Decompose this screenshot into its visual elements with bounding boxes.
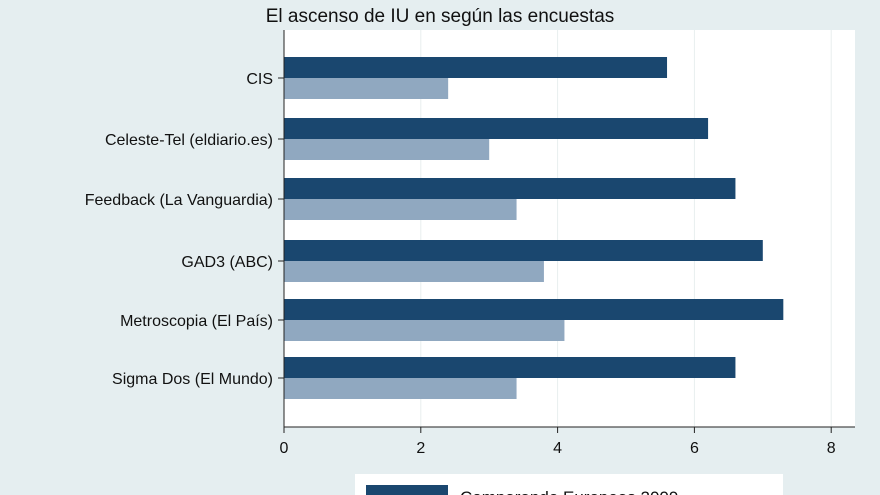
x-tick-label: 4 (553, 440, 562, 457)
category-label: Celeste-Tel (eldiario.es) (105, 132, 273, 149)
bar-dark (284, 118, 709, 139)
legend-box (355, 474, 783, 495)
bar-light (284, 199, 517, 220)
chart-title: El ascenso de IU en según las encuestas (266, 6, 615, 27)
category-label: CIS (246, 71, 273, 88)
bar-dark (284, 178, 736, 199)
x-tick-label: 0 (280, 440, 289, 457)
bar-dark (284, 299, 784, 320)
bar-dark (284, 357, 736, 378)
bar-dark (284, 57, 668, 78)
bar-light (284, 78, 449, 99)
x-tick-label: 6 (690, 440, 699, 457)
x-tick-label: 2 (416, 440, 425, 457)
category-label: Sigma Dos (El Mundo) (112, 371, 273, 388)
category-label: Feedback (La Vanguardia) (85, 192, 273, 209)
bar-light (284, 378, 517, 399)
bar-light (284, 261, 544, 282)
bar-light (284, 139, 490, 160)
legend-label: Comparando Europeas 2009 (460, 488, 678, 495)
legend-swatch (366, 485, 448, 495)
bar-dark (284, 240, 763, 261)
category-label: Metroscopia (El País) (120, 313, 273, 330)
category-label: GAD3 (ABC) (181, 254, 273, 271)
x-tick-label: 8 (827, 440, 836, 457)
bar-light (284, 320, 565, 341)
